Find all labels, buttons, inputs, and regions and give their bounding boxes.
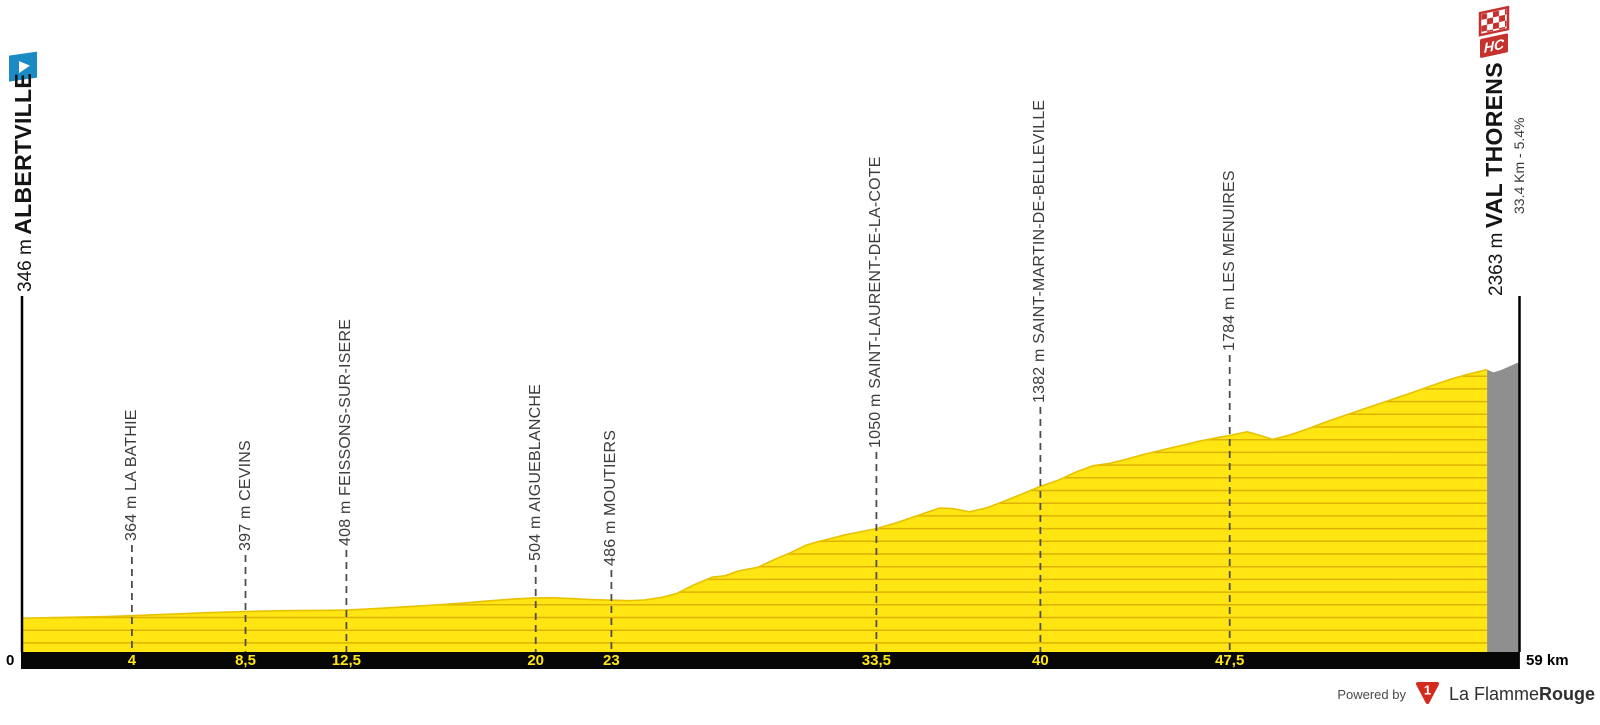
powered-by-label: Powered by — [1337, 687, 1406, 702]
marker-label: 408 m FEISSONS-SUR-ISERE — [337, 319, 355, 546]
elevation-profile-svg — [0, 0, 1600, 725]
brand-link[interactable]: La FlammeRouge — [1449, 684, 1595, 705]
lfr-logo-icon[interactable]: 1 — [1414, 681, 1441, 707]
finish-city: VAL THORENS — [1481, 62, 1507, 228]
origin-km-label: 0 — [6, 652, 14, 669]
marker-label: 1050 m SAINT-LAURENT-DE-LA-COTE — [867, 156, 885, 448]
final-km-gray-area — [1487, 362, 1520, 652]
start-elevation: 346 m — [15, 239, 36, 292]
km-tick-label: 40 — [1032, 652, 1049, 669]
finish-flag-icon: HC — [1476, 0, 1518, 71]
footer: Powered by 1 La FlammeRouge — [1337, 681, 1595, 707]
end-km-label: 59 km — [1526, 652, 1569, 669]
km-tick-label: 12,5 — [332, 652, 361, 669]
marker-label: 397 m CEVINS — [237, 440, 255, 551]
start-label: 346 m ALBERTVILLE — [10, 73, 36, 292]
finish-label: 2363 m VAL THORENS — [1481, 62, 1507, 296]
marker-label: 504 m AIGUEBLANCHE — [527, 384, 545, 561]
finish-elevation: 2363 m — [1486, 233, 1507, 296]
marker-label: 486 m MOUTIERS — [602, 430, 620, 566]
km-tick-label: 8,5 — [235, 652, 256, 669]
start-city: ALBERTVILLE — [10, 73, 36, 235]
finish-climb-stats: 33.4 Km - 5.4% — [1511, 118, 1527, 215]
brand-regular: La Flamme — [1449, 684, 1539, 704]
marker-label: 1784 m LES MENUIRES — [1221, 170, 1239, 351]
km-tick-label: 20 — [527, 652, 544, 669]
marker-label: 1382 m SAINT-MARTIN-DE-BELLEVILLE — [1031, 100, 1049, 403]
km-tick-label: 4 — [128, 652, 136, 669]
stage-profile-chart: HC 346 m ALBERTVILLE 2363 m VAL THORENS … — [0, 0, 1600, 725]
km-tick-label: 47,5 — [1215, 652, 1244, 669]
marker-label: 364 m LA BATHIE — [123, 409, 141, 541]
km-tick-label: 33,5 — [862, 652, 891, 669]
logo-number: 1 — [1424, 683, 1431, 698]
km-tick-label: 23 — [603, 652, 620, 669]
brand-bold: Rouge — [1539, 684, 1595, 704]
